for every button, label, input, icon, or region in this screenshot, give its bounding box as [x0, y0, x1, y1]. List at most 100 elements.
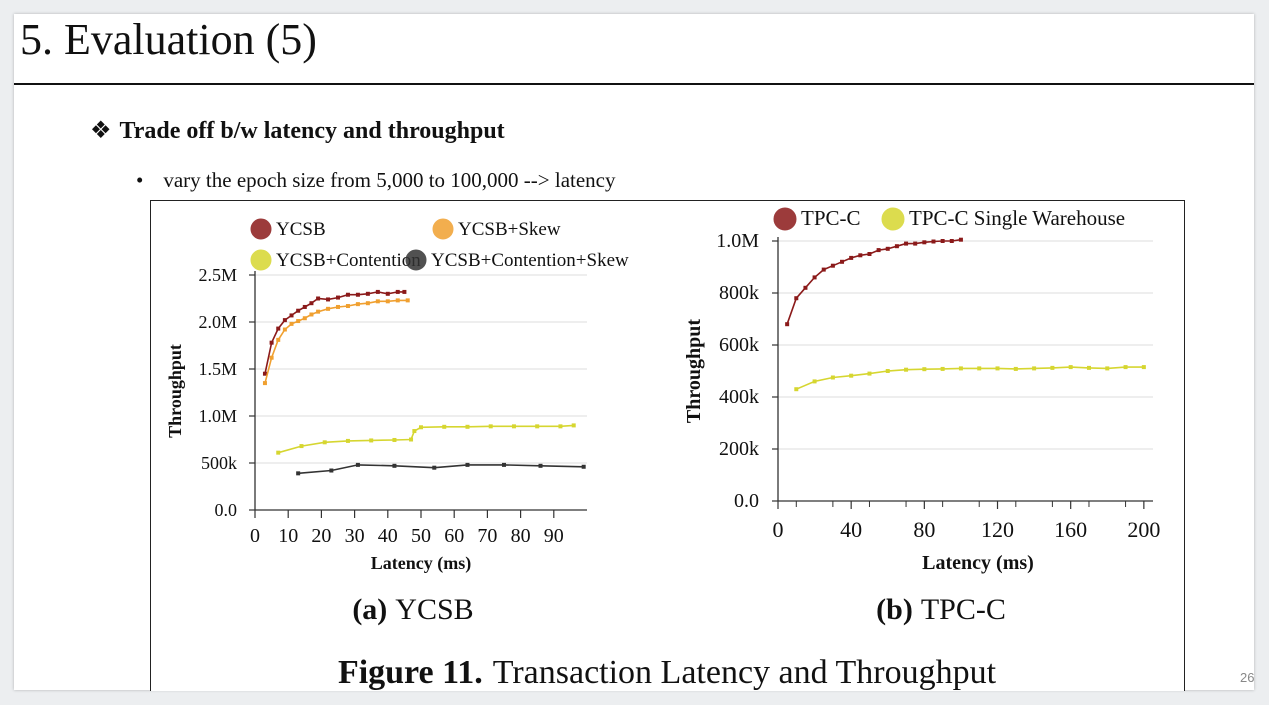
series-point-ycsb-2 [409, 437, 414, 442]
ytick-label-tpcc: 800k [719, 282, 759, 304]
slide-title: 5. Evaluation (5) [20, 15, 317, 64]
legend-swatch-ycsb-0 [250, 218, 272, 240]
subtitle-tpcc: (b) TPC-C [876, 593, 1006, 626]
series-point-ycsb-3 [465, 462, 470, 467]
series-point-tpcc-1 [1123, 365, 1128, 370]
figure-caption: Figure 11. Transaction Latency and Throug… [338, 654, 997, 691]
series-point-ycsb-2 [511, 424, 516, 429]
legend-ycsb: YCSB YCSB+Skew YCSB+Contention YCSB+Content… [250, 218, 629, 271]
legend-swatch-tpcc-1 [881, 207, 905, 231]
series-point-tpcc-1 [1032, 366, 1037, 371]
series-point-ycsb-0 [262, 371, 267, 376]
series-point-ycsb-2 [571, 423, 576, 428]
xtick-label-tpcc: 200 [1127, 517, 1160, 542]
subtitle-ycsb: (a) YCSB [352, 593, 473, 626]
xtick-label-ycsb: 30 [345, 525, 365, 547]
series-point-ycsb-2 [465, 424, 470, 429]
series-point-tpcc-0 [922, 240, 927, 245]
dot-bullet-icon: • [136, 168, 144, 192]
legend-label-ycsb-1: YCSB+Skew [458, 219, 561, 240]
series-point-tpcc-1 [940, 366, 945, 371]
ylabel-tpcc: Throughput [683, 319, 705, 423]
xtick-label-ycsb: 20 [311, 525, 331, 547]
series-point-ycsb-0 [276, 326, 281, 331]
xtick-label-ycsb: 40 [378, 525, 398, 547]
bullet-heading: ❖ Trade off b/w latency and throughput [90, 116, 505, 145]
ytick-label-tpcc: 400k [719, 386, 759, 408]
xtick-label-ycsb: 90 [544, 525, 564, 547]
bullet-sub: • vary the epoch size from 5,000 to 100,0… [136, 168, 616, 193]
series-point-ycsb-3 [432, 465, 437, 470]
series-point-ycsb-1 [262, 381, 267, 386]
bullet-sub-text: vary the epoch size from 5,000 to 100,00… [163, 168, 616, 192]
xtick-label-ycsb: 50 [411, 525, 431, 547]
xtick-label-ycsb: 0 [250, 525, 260, 547]
xtick-label-ycsb: 60 [444, 525, 464, 547]
series-line-tpcc-0 [786, 238, 962, 325]
series-point-ycsb-2 [299, 444, 304, 449]
xtick-label-tpcc: 160 [1054, 517, 1087, 542]
series-point-tpcc-1 [1141, 365, 1146, 370]
series-point-tpcc-0 [785, 322, 790, 327]
series-point-ycsb-0 [375, 289, 380, 294]
xlabel-tpcc: Latency (ms) [922, 552, 1034, 574]
ytick-label-ycsb: 500k [201, 453, 237, 473]
series-point-ycsb-1 [302, 316, 307, 321]
subtitle-tpcc-bold: (b) [876, 593, 913, 626]
title-divider [14, 83, 1254, 85]
ytick-label-ycsb: 1.0M [198, 406, 237, 426]
series-point-ycsb-0 [402, 289, 407, 294]
series-point-ycsb-3 [502, 462, 506, 467]
grid-ycsb [255, 274, 587, 464]
series-point-tpcc-0 [876, 248, 881, 253]
series-point-tpcc-1 [885, 369, 890, 373]
legend-swatch-ycsb-3 [405, 249, 427, 271]
series-point-ycsb-1 [326, 306, 331, 311]
series-point-tpcc-0 [794, 296, 799, 301]
series-point-ycsb-0 [289, 313, 294, 318]
series-point-ycsb-0 [296, 308, 301, 313]
series-line-ycsb-0 [264, 291, 405, 374]
series-point-tpcc-0 [940, 239, 945, 243]
series-point-ycsb-1 [282, 327, 287, 332]
series-point-tpcc-0 [931, 239, 936, 244]
series-point-tpcc-0 [904, 241, 909, 246]
grid-tpcc [778, 240, 1153, 450]
series-point-tpcc-1 [904, 367, 909, 372]
slide: 5. Evaluation (5) ❖ Trade off b/w latency… [14, 14, 1255, 691]
series-point-tpcc-1 [922, 367, 927, 372]
ytick-label-tpcc: 1.0M [716, 230, 759, 252]
series-point-ycsb-0 [326, 297, 331, 302]
series-point-tpcc-0 [913, 241, 918, 246]
series-point-tpcc-1 [1013, 366, 1018, 371]
series-point-ycsb-0 [282, 318, 287, 323]
xtick-label-ycsb: 80 [511, 525, 531, 547]
series-point-tpcc-0 [840, 259, 845, 264]
series-point-ycsb-2 [369, 438, 374, 443]
axes-tpcc: 0.0 200k 400k 600k 800k 1.0M 0 40 80 120 160 200 [716, 230, 1160, 542]
figure-caption-text: Transaction Latency and Throughput [493, 654, 997, 691]
series-point-ycsb-1 [276, 337, 281, 342]
ytick-label-ycsb: 1.5M [198, 359, 237, 379]
page-number: 26 [1240, 670, 1255, 685]
series-line-ycsb-2 [277, 424, 574, 454]
figure-svg: 0.0 500k 1.0M 1.5M 2.0M 2.5M 0 10 20 30 40 50 60 70 80… [165, 206, 1160, 691]
legend-swatch-ycsb-1 [432, 218, 454, 240]
series-point-tpcc-1 [1105, 366, 1110, 371]
series-point-ycsb-3 [355, 462, 360, 467]
legend-label-tpcc-1: TPC-C Single Warehouse [909, 206, 1125, 230]
series-point-ycsb-0 [269, 340, 274, 345]
series-point-ycsb-1 [316, 309, 321, 314]
ylabel-ycsb: Throughput [165, 344, 185, 438]
series-point-ycsb-1 [296, 319, 301, 324]
xtick-label-tpcc: 40 [840, 517, 862, 542]
xtick-label-tpcc: 120 [981, 517, 1014, 542]
series-point-tpcc-0 [812, 275, 817, 280]
series-point-ycsb-1 [365, 301, 370, 306]
series-point-tpcc-0 [894, 244, 899, 249]
series-point-ycsb-2 [442, 424, 447, 429]
subtitle-tpcc-text: TPC-C [921, 593, 1006, 626]
series-point-ycsb-2 [488, 424, 493, 429]
ytick-label-ycsb: 0.0 [215, 500, 238, 520]
figure: 0.0 500k 1.0M 1.5M 2.0M 2.5M 0 10 20 30 40 50 60 70 80… [150, 200, 1185, 691]
